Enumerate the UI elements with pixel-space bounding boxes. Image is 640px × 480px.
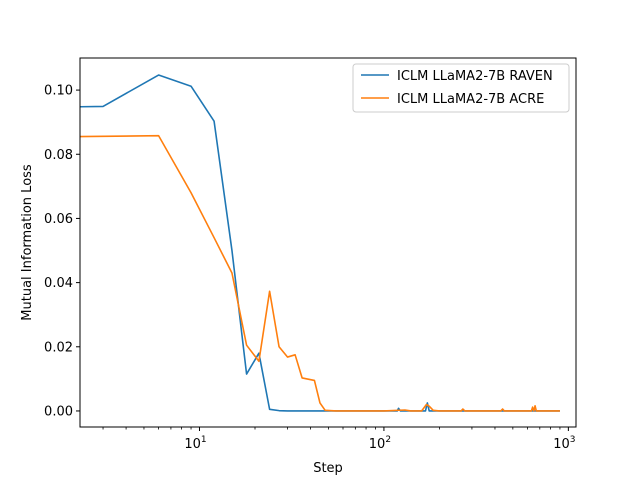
y-axis: 0.00 0.02 0.04 0.06 0.08 0.10 [44, 84, 80, 419]
series-line-0 [80, 74, 560, 412]
x-tick-label: 102 [369, 435, 391, 452]
legend-label-raven: ICLM LLaMA2-7B RAVEN [397, 69, 553, 84]
series-line-1 [80, 134, 560, 412]
legend-frame [352, 63, 570, 113]
y-tick-label: 0.00 [44, 404, 73, 419]
y-axis-label: Mutual Information Loss [20, 164, 35, 321]
x-axis-label: Step [313, 461, 343, 476]
y-tick-label: 0.10 [44, 84, 73, 99]
x-axis: 101 102 103 [102, 427, 576, 452]
y-tick-label: 0.02 [44, 340, 73, 355]
series-layer [80, 74, 560, 412]
y-tick-label: 0.08 [44, 148, 73, 163]
y-tick-label: 0.04 [44, 276, 73, 291]
legend-label-acre: ICLM LLaMA2-7B ACRE [397, 92, 544, 107]
y-tick-label: 0.06 [44, 212, 73, 227]
x-tick-label: 101 [184, 435, 206, 452]
plot-frame [79, 57, 577, 428]
legend: ICLM LLaMA2-7B RAVEN ICLM LLaMA2-7B ACRE [352, 63, 570, 113]
x-tick-label: 103 [553, 435, 575, 452]
